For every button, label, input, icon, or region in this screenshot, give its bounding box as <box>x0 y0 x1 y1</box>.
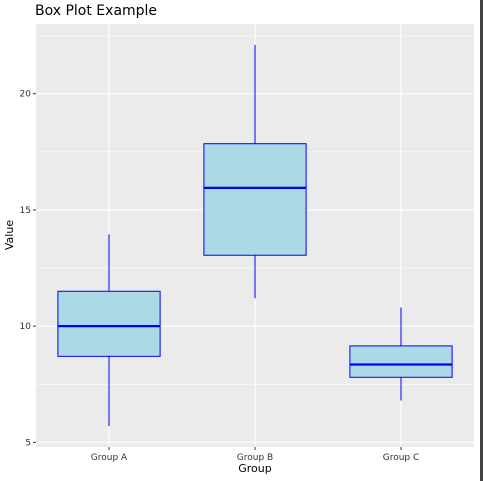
chart-title: Box Plot Example <box>35 3 157 19</box>
box-group-b <box>203 44 307 299</box>
window-right-edge <box>480 0 483 481</box>
box-iqr <box>203 143 307 256</box>
y-tick-label: 20 <box>20 90 32 100</box>
x-tick-label: Group C <box>383 453 420 463</box>
y-tick-label: 15 <box>20 206 31 216</box>
axis-ticks: 5 10 15 20 Group A Group B Group C <box>20 90 420 463</box>
x-tick-label: Group A <box>91 453 128 463</box>
box-group-a <box>57 234 161 427</box>
box-iqr <box>349 345 453 378</box>
box-group-c <box>349 307 453 401</box>
y-tick-label: 5 <box>25 438 31 448</box>
box-iqr <box>57 290 161 357</box>
y-axis-title: Value <box>3 220 16 250</box>
boxes-layer <box>57 44 453 427</box>
y-tick-label: 10 <box>20 322 32 332</box>
x-axis-title: Group <box>238 462 272 475</box>
x-tick-label: Group B <box>237 453 273 463</box>
